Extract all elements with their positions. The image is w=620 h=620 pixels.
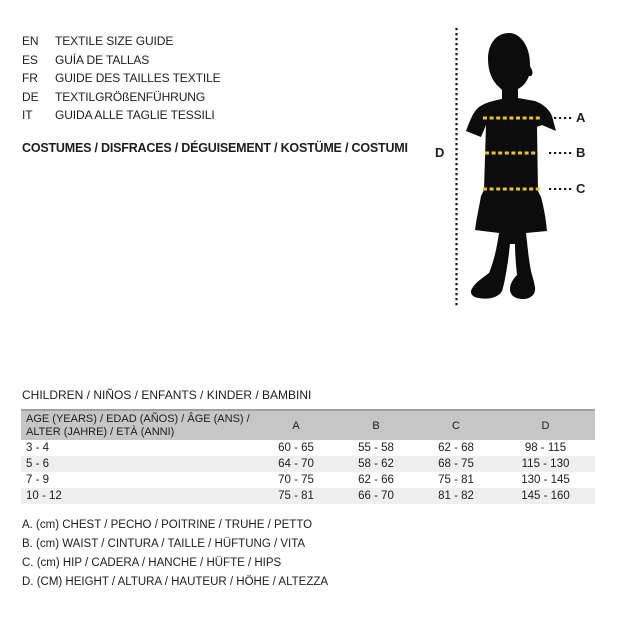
legend-item-chest: A. (cm) CHEST / PECHO / POITRINE / TRUHE… [22, 519, 313, 532]
language-code: EN [22, 34, 39, 49]
column-header-a: A [256, 410, 336, 440]
language-code: IT [22, 108, 33, 123]
age-header-line2: ALTER (JAHRE) / ETÀ (ANNI) [26, 425, 175, 438]
column-header-c: C [416, 410, 496, 440]
height-cell: 98 - 115 [524, 442, 567, 454]
legend-item-waist: B. (cm) WAIST / CINTURA / TAILLE / HÜFTU… [22, 538, 306, 551]
hip-cell: 62 - 68 [438, 442, 474, 454]
column-header-b: B [336, 410, 416, 440]
height-cell: 115 - 130 [521, 458, 570, 470]
table-row: 10 - 12 75 - 81 66 - 70 81 - 82 145 - 16… [21, 488, 595, 504]
language-label: TEXTILE SIZE GUIDE [55, 34, 174, 49]
legend-item-height: D. (CM) HEIGHT / ALTURA / HAUTEUR / HÖHE… [22, 575, 329, 588]
section-title-children: CHILDREN / NIÑOS / ENFANTS / KINDER / BA… [22, 388, 312, 402]
size-table: AGE (YEARS) / EDAD (AÑOS) / ÂGE (ANS) / … [21, 409, 595, 504]
list-item: IT GUIDA ALLE TAGLIE TESSILI [22, 106, 221, 125]
chest-cell: 70 - 75 [278, 474, 314, 486]
language-label: GUÍA DE TALLAS [55, 52, 150, 67]
height-cell: 145 - 160 [521, 490, 570, 502]
waist-cell: 66 - 70 [358, 490, 394, 502]
hip-cell: 68 - 75 [438, 458, 474, 470]
chest-cell: 60 - 65 [278, 442, 314, 454]
age-cell: 10 - 12 [26, 490, 62, 502]
language-label: GUIDA ALLE TAGLIE TESSILI [55, 108, 215, 123]
legend-item-hip: C. (cm) HIP / CADERA / HANCHE / HÜFTE / … [22, 556, 282, 569]
table-row: 7 - 9 70 - 75 62 - 66 75 - 81 130 - 145 [21, 472, 595, 488]
language-label: GUIDE DES TAILLES TEXTILE [55, 71, 221, 86]
child-silhouette-graphic [455, 28, 574, 308]
language-label: TEXTILGRÖßENFÜHRUNG [55, 89, 206, 104]
column-header-d: D [496, 410, 595, 440]
language-code: ES [22, 52, 38, 67]
measure-label-d: D [435, 145, 445, 160]
age-cell: 7 - 9 [26, 474, 50, 486]
age-cell: 5 - 6 [26, 458, 50, 470]
waist-cell: 62 - 66 [358, 474, 394, 486]
measure-label-a: A [576, 110, 586, 125]
age-column-header: AGE (YEARS) / EDAD (AÑOS) / ÂGE (ANS) / … [21, 410, 256, 440]
chest-cell: 64 - 70 [278, 458, 314, 470]
list-item: EN TEXTILE SIZE GUIDE [22, 32, 221, 51]
category-title: COSTUMES / DISFRACES / DÉGUISEMENT / KOS… [22, 141, 408, 155]
age-header-line1: AGE (YEARS) / EDAD (AÑOS) / ÂGE (ANS) / [26, 412, 250, 425]
list-item: FR GUIDE DES TAILLES TEXTILE [22, 69, 221, 88]
chest-cell: 75 - 81 [278, 490, 314, 502]
measurement-figure: D A B C [425, 20, 615, 315]
hip-cell: 75 - 81 [438, 474, 474, 486]
list-item: ES GUÍA DE TALLAS [22, 51, 221, 70]
language-guide-list: EN TEXTILE SIZE GUIDE ES GUÍA DE TALLAS … [22, 32, 221, 125]
measure-label-b: B [576, 145, 586, 160]
measurement-legend: A. (cm) CHEST / PECHO / POITRINE / TRUHE… [22, 516, 328, 591]
language-code: FR [22, 71, 38, 86]
list-item: DE TEXTILGRÖßENFÜHRUNG [22, 88, 221, 107]
table-row: 5 - 6 64 - 70 58 - 62 68 - 75 115 - 130 [21, 456, 595, 472]
age-cell: 3 - 4 [26, 442, 50, 454]
measure-label-c: C [576, 181, 586, 196]
table-header-row: AGE (YEARS) / EDAD (AÑOS) / ÂGE (ANS) / … [21, 410, 595, 440]
waist-cell: 58 - 62 [358, 458, 394, 470]
child-silhouette [466, 33, 556, 299]
waist-cell: 55 - 58 [358, 442, 394, 454]
table-row: 3 - 4 60 - 65 55 - 58 62 - 68 98 - 115 [21, 440, 595, 456]
language-code: DE [22, 89, 39, 104]
hip-cell: 81 - 82 [438, 490, 474, 502]
height-cell: 130 - 145 [521, 474, 570, 486]
